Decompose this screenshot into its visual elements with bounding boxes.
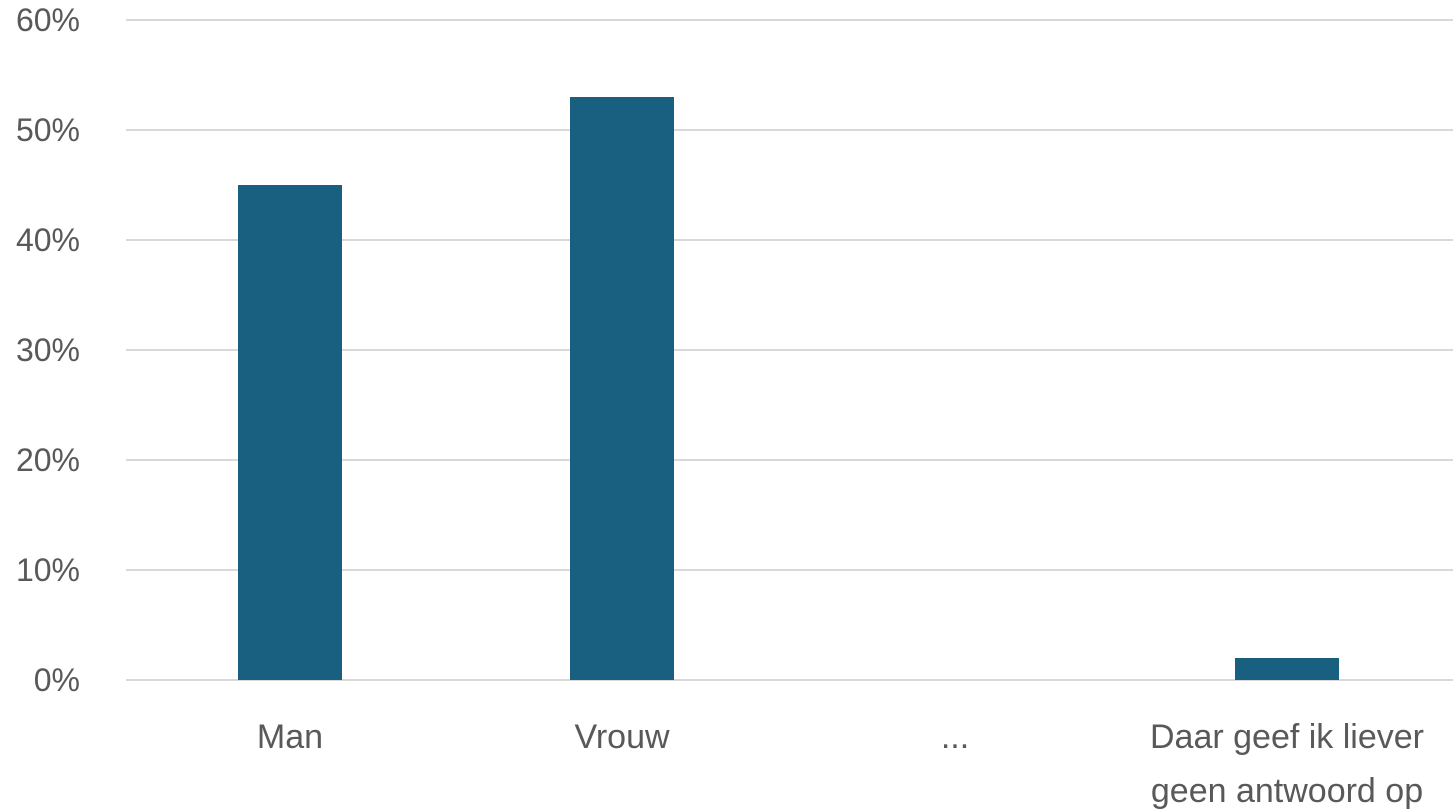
y-tick-label: 0% [34, 662, 80, 698]
x-category-label: Daar geef ik liever geen antwoord op [1150, 718, 1424, 810]
bar-1 [570, 97, 674, 680]
x-category-label-line: Man [257, 718, 323, 756]
bars [238, 97, 1339, 680]
bar-3 [1235, 658, 1339, 680]
gridlines [126, 19, 1453, 681]
x-category-label-line: geen antwoord op [1151, 772, 1423, 810]
y-tick-label: 30% [16, 332, 80, 368]
x-category-label-line: Vrouw [574, 718, 670, 756]
x-category-label: Vrouw [574, 718, 670, 756]
y-tick-label: 20% [16, 442, 80, 478]
y-tick-label: 50% [16, 112, 80, 148]
x-category-label-line: ... [941, 718, 969, 756]
y-tick-label: 10% [16, 552, 80, 588]
bar-0 [238, 185, 342, 680]
y-tick-label: 40% [16, 222, 80, 258]
y-tick-label: 60% [16, 2, 80, 38]
x-category-label-line: Daar geef ik liever [1150, 718, 1424, 756]
x-category-label: Man [257, 718, 323, 756]
x-axis-categories: Man Vrouw... Daar geef ik liever geen antwo… [257, 718, 1424, 810]
x-category-label: ... [941, 718, 969, 756]
y-axis-ticks: 0% 10% 20% 30% 40% 50% 60% [16, 2, 80, 698]
